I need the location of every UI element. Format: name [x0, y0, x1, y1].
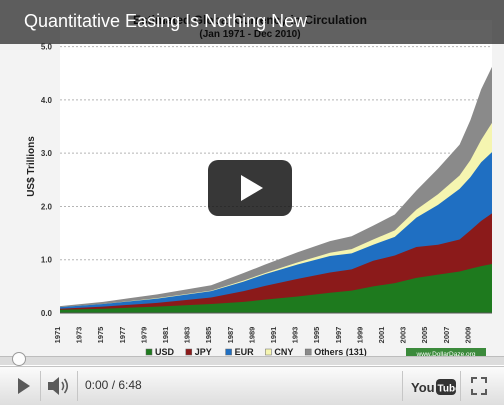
y-tick-label: 4.0: [41, 96, 53, 105]
legend-entry: EUR: [235, 347, 255, 357]
divider: [460, 371, 461, 401]
play-button[interactable]: [10, 367, 36, 405]
x-tick-label: 1973: [75, 327, 84, 344]
svg-text:You: You: [411, 380, 435, 395]
x-tick-label: 1999: [355, 327, 364, 344]
svg-text:Tube: Tube: [438, 384, 457, 395]
y-tick-label: 3.0: [41, 149, 53, 158]
time-display: 0:00 / 6:48: [85, 378, 142, 392]
speaker-icon: [48, 377, 69, 395]
progress-bar[interactable]: [0, 356, 504, 365]
legend-entry: CNY: [274, 347, 293, 357]
duration: 6:48: [118, 378, 142, 392]
x-tick-label: 1995: [312, 327, 321, 344]
x-tick-label: 1987: [226, 327, 235, 344]
big-play-button[interactable]: [208, 160, 292, 216]
current-time: 0:00: [85, 378, 109, 392]
y-tick-label: 5.0: [41, 43, 53, 52]
y-axis-label: US$ Trillions: [26, 136, 37, 197]
title-bar: Quantitative Easing Is Nothing New: [0, 0, 504, 44]
x-tick-label: 1983: [183, 327, 192, 344]
y-tick-label: 2.0: [41, 202, 53, 211]
scrubber-handle[interactable]: [12, 352, 26, 366]
x-tick-label: 1989: [247, 327, 256, 344]
legend-swatch: [304, 348, 312, 356]
legend-swatch: [225, 348, 232, 356]
video-title[interactable]: Quantitative Easing Is Nothing New: [24, 11, 308, 31]
legend-swatch: [265, 348, 272, 356]
legend-entry: JPY: [195, 347, 212, 357]
x-tick-label: 2005: [420, 327, 429, 344]
x-tick-label: 2003: [399, 327, 408, 344]
watermark-text: www.DollarDaze.org: [416, 351, 476, 358]
x-tick-label: 1985: [204, 327, 213, 344]
x-tick-label: 2001: [377, 327, 386, 344]
y-tick-label: 0.0: [41, 309, 53, 318]
x-tick-label: 1971: [53, 327, 62, 344]
legend-swatch: [145, 348, 153, 356]
youtube-logo[interactable]: You Tube: [410, 367, 461, 405]
x-tick-label: 2009: [463, 327, 472, 344]
youtube-logo-icon: You Tube: [411, 379, 461, 395]
control-bar: 0:00 / 6:48 You Tube: [0, 366, 504, 405]
fullscreen-icon: [471, 377, 487, 395]
x-tick-label: 1979: [139, 327, 148, 344]
time-separator: /: [108, 378, 119, 392]
video-frame[interactable]: Estimated Global Currency in Circulation…: [0, 0, 504, 360]
play-icon: [18, 378, 30, 394]
area-usd: [60, 263, 492, 313]
x-tick-label: 1981: [161, 327, 170, 344]
x-tick-label: 1991: [269, 327, 278, 344]
legend-entry: USD: [155, 347, 175, 357]
legend-entry: Others (131): [314, 347, 367, 357]
x-tick-label: 1975: [96, 327, 105, 344]
divider: [77, 371, 78, 401]
fullscreen-button[interactable]: [466, 367, 492, 405]
play-icon: [241, 175, 263, 201]
x-tick-label: 1993: [291, 327, 300, 344]
watermark-badge: [406, 348, 486, 358]
divider: [402, 371, 403, 401]
volume-button[interactable]: [44, 367, 72, 405]
legend-swatch: [185, 348, 193, 356]
x-tick-label: 1997: [334, 327, 343, 344]
x-tick-label: 2007: [442, 327, 451, 344]
currency-chart: Estimated Global Currency in Circulation…: [26, 13, 492, 358]
x-tick-label: 1977: [118, 327, 127, 344]
y-tick-label: 1.0: [41, 256, 53, 265]
divider: [40, 371, 41, 401]
